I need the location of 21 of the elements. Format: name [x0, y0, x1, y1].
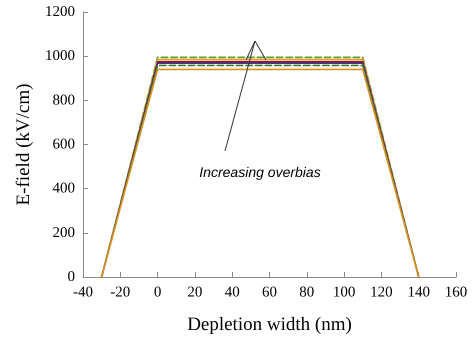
- x-tick-label: 120: [370, 284, 393, 300]
- y-tick-label: 800: [52, 92, 75, 108]
- x-tick-label: 40: [224, 284, 240, 300]
- x-tick-label: 140: [407, 284, 430, 300]
- x-tick-label: 0: [154, 284, 162, 300]
- y-tick-label: 400: [52, 180, 75, 197]
- x-axis-title: Depletion width (nm): [187, 314, 352, 335]
- y-tick-label: 0: [68, 269, 75, 285]
- y-tick-label: 1000: [45, 48, 75, 64]
- x-tick-label: 60: [262, 284, 277, 300]
- x-tick-label: 100: [332, 284, 356, 300]
- x-tick-label: -40: [73, 284, 93, 300]
- annotation: Increasing overbias: [199, 164, 321, 180]
- y-tick-label: 600: [52, 136, 75, 152]
- x-tick-label: 160: [444, 284, 468, 300]
- x-tick-label: 80: [299, 284, 314, 300]
- y-tick-label: 200: [52, 224, 75, 241]
- y-tick-label: 1200: [45, 4, 75, 20]
- y-axis-title: E-field (kV/cm): [13, 84, 34, 206]
- x-tick-label: -20: [110, 284, 130, 300]
- x-tick-label: 20: [187, 284, 202, 300]
